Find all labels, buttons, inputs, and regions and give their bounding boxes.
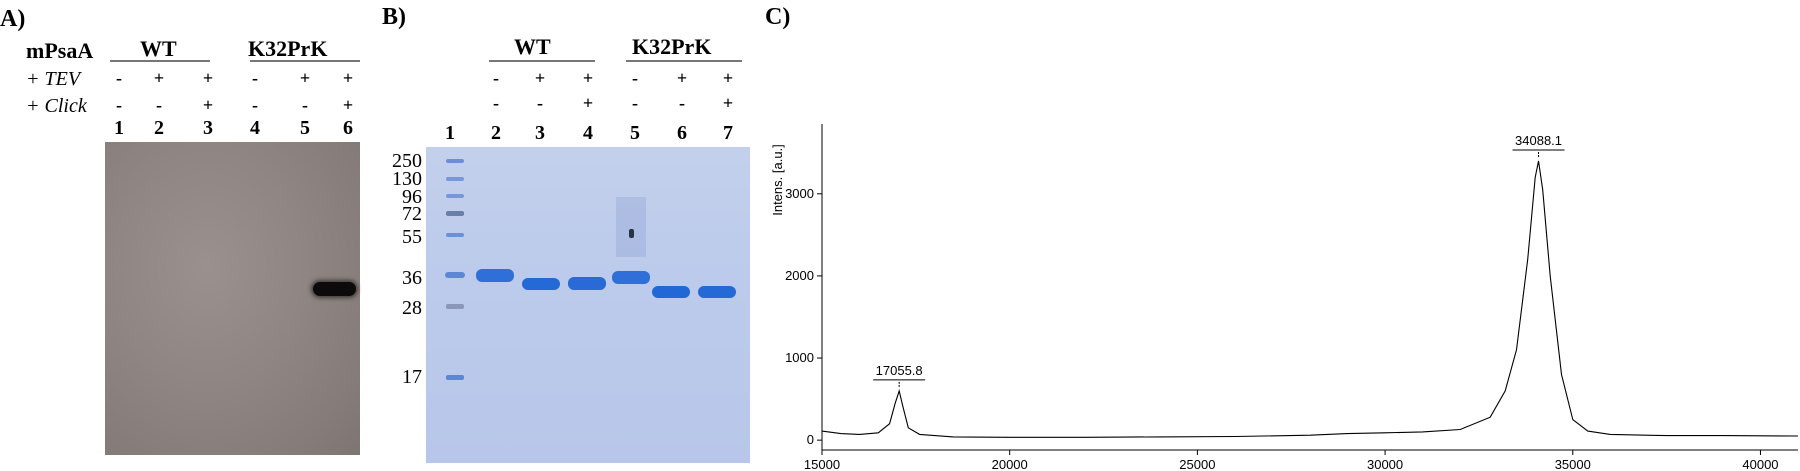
y-tick-label: 1000 [785, 350, 814, 365]
a-tev-lane-5: + [299, 68, 311, 88]
protein-band-lane-7 [698, 286, 736, 298]
y-axis-title: Intens. [a.u.] [770, 144, 785, 216]
gel-artifact-spot [629, 229, 634, 238]
y-axis-title-group: Intens. [a.u.] [770, 144, 785, 216]
protein-band-lane-4 [568, 277, 606, 290]
in-gel-fluorescence-image [105, 142, 360, 455]
peak-label: 34088.1 [1515, 133, 1562, 148]
protein-band-lane-5 [612, 271, 650, 284]
protein-band-lane-2 [476, 269, 514, 282]
axes [821, 124, 1798, 451]
y-tick-label: 0 [807, 432, 814, 447]
b-lane-number-4: 4 [583, 122, 593, 144]
ladder-band [445, 272, 465, 278]
mw-marker-250: 250 [392, 150, 422, 172]
a-click-lane-6: + [342, 95, 354, 115]
group-wt-label: WT [140, 36, 177, 61]
b-tev-lane-5: - [632, 68, 638, 88]
x-tick-label: 30000 [1367, 457, 1403, 471]
b-group-wt-label: WT [514, 34, 551, 59]
b-tev-lane-6: + [676, 68, 688, 88]
x-tick-label: 15000 [804, 457, 840, 471]
b-tev-lane-2: - [493, 68, 499, 88]
mw-marker-72: 72 [402, 203, 422, 225]
a-click-lane-4: - [252, 95, 258, 115]
ladder-band [446, 211, 464, 216]
panel-c-label: C) [765, 4, 791, 30]
ladder-band [446, 159, 464, 163]
group-wt-underline [110, 60, 210, 62]
b-click-lane-4: + [582, 93, 594, 113]
b-click-lane-6: - [679, 93, 685, 113]
protein-band-lane-6 [652, 286, 690, 298]
ladder-band [446, 194, 464, 198]
b-lane-number-5: 5 [630, 122, 640, 144]
b-group-k32prk-label: K32PrK [632, 34, 712, 59]
mw-marker-55: 55 [402, 226, 422, 248]
a-click-lane-5: - [302, 95, 308, 115]
mass-spectrum-chart: Intens. [a.u.] 15000 20000 25000 30000 35000… [770, 124, 1799, 471]
mw-marker-36: 36 [402, 267, 422, 289]
a-lane-number-6: 6 [343, 117, 353, 139]
spectrum-trace [821, 160, 1799, 438]
b-click-lane-3: - [537, 93, 543, 113]
y-tick-label: 3000 [785, 186, 814, 201]
b-lane-number-1: 1 [445, 122, 455, 144]
b-click-lane-5: - [632, 93, 638, 113]
a-tev-lane-4: - [252, 68, 258, 88]
tev-row-label: + TEV [26, 68, 81, 90]
a-click-lane-3: + [202, 95, 214, 115]
x-tick-label: 25000 [1179, 457, 1215, 471]
b-lane-number-3: 3 [535, 122, 545, 144]
protein-band-lane-3 [522, 278, 560, 290]
a-click-lane-1: - [116, 95, 122, 115]
b-lane-number-2: 2 [491, 122, 501, 144]
peak-annotations: 17055.8 34088.1 [873, 133, 1565, 387]
mw-marker-17: 17 [402, 366, 422, 388]
a-lane-number-5: 5 [300, 117, 310, 139]
panel-b-label: B) [382, 4, 406, 30]
a-tev-lane-2: + [153, 68, 165, 88]
ladder-band [446, 375, 464, 380]
mw-marker-28: 28 [402, 297, 422, 319]
b-group-wt-underline [489, 60, 595, 62]
fluorescent-band-lane-6 [313, 282, 356, 296]
b-lane-number-6: 6 [677, 122, 687, 144]
a-tev-lane-3: + [202, 68, 214, 88]
b-lane-number-7: 7 [723, 122, 733, 144]
a-lane-number-1: 1 [114, 117, 124, 139]
b-click-lane-7: + [722, 93, 734, 113]
y-tick-label: 2000 [785, 268, 814, 283]
peak-label: 17055.8 [876, 363, 923, 378]
x-tick-label: 40000 [1742, 457, 1778, 471]
row-header-mpsaa: mPsaA [26, 38, 94, 63]
mw-marker-96: 96 [402, 186, 422, 208]
a-lane-number-4: 4 [250, 117, 260, 139]
coomassie-gel-image [426, 147, 750, 463]
x-tick-label: 35000 [1555, 457, 1591, 471]
a-lane-number-3: 3 [203, 117, 213, 139]
a-tev-lane-1: - [116, 68, 122, 88]
b-click-lane-2: - [493, 93, 499, 113]
panel-a-label: A) [0, 6, 26, 32]
ladder-band [446, 233, 464, 237]
b-tev-lane-3: + [534, 68, 546, 88]
a-click-lane-2: - [156, 95, 162, 115]
group-k32prk-label: K32PrK [248, 36, 328, 61]
b-tev-lane-4: + [582, 68, 594, 88]
group-k32prk-underline [250, 60, 360, 62]
click-row-label: + Click [26, 95, 87, 117]
ladder-band [446, 304, 464, 309]
a-lane-number-2: 2 [154, 117, 164, 139]
b-tev-lane-7: + [722, 68, 734, 88]
ladder-band [446, 177, 464, 181]
a-tev-lane-6: + [342, 68, 354, 88]
x-tick-label: 20000 [992, 457, 1028, 471]
b-group-k32prk-underline [626, 60, 742, 62]
mw-marker-130: 130 [392, 168, 422, 190]
ticks: 15000 20000 25000 30000 35000 40000 0 1000 2000 3… [785, 186, 1778, 471]
faint-smear [616, 197, 646, 257]
